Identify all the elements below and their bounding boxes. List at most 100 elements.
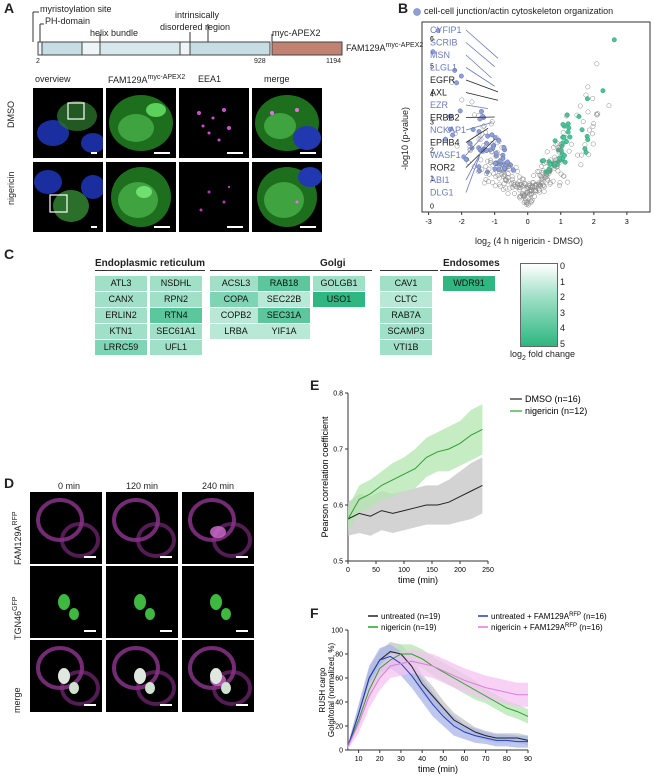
volcano-point xyxy=(583,149,589,155)
legend-label-1: nigericin (n=19) xyxy=(381,623,437,632)
volcano-point xyxy=(547,168,553,174)
volcano-point xyxy=(435,27,441,33)
y-tick-label: 6 xyxy=(430,36,434,43)
idr-block xyxy=(189,41,271,56)
series-band-0 xyxy=(348,457,483,536)
volcano-point xyxy=(495,173,501,179)
y-tick-label: 80 xyxy=(335,652,343,659)
d-col-240: 240 min xyxy=(202,481,235,491)
volcano-point xyxy=(521,200,527,206)
volcano-point xyxy=(528,191,534,197)
col-fam: FAM129Amyc-APEX2 xyxy=(108,74,186,85)
gene-cell-ufl1: UFL1 xyxy=(150,340,202,355)
gene-cell-rpn2: RPN2 xyxy=(150,292,202,307)
micro-a-dmso-eea1 xyxy=(179,88,249,158)
volcano-point xyxy=(541,188,547,194)
micro-d-fam-2 xyxy=(182,492,254,564)
ph-domain-label: PH-domain xyxy=(45,16,91,26)
gene-leader-line xyxy=(465,150,482,193)
volcano-point xyxy=(577,103,583,109)
volcano-point xyxy=(586,127,592,133)
series-line-1 xyxy=(347,653,529,747)
volcano-point xyxy=(443,136,448,142)
volcano-point xyxy=(469,99,475,105)
colorbar-tick: 2 xyxy=(560,292,566,302)
volcano-point xyxy=(485,158,491,164)
volcano-point xyxy=(540,180,546,186)
gene-label-ror2: ROR2 xyxy=(430,163,455,173)
chart-e: 0 50 100 150 200 250 0.5 0.6 0.7 0.8 time (min) Pea… xyxy=(320,391,587,586)
volcano-point xyxy=(528,184,534,190)
header-endosomes: Endosomes xyxy=(443,258,500,269)
gene-label-cyfip1: CYFIP1 xyxy=(430,25,462,35)
volcano-point xyxy=(467,140,473,146)
gene-cell-sec22b: SEC22B xyxy=(258,292,310,307)
x-tick-label: 200 xyxy=(454,567,466,574)
micro-a-nig-eea1 xyxy=(179,162,249,232)
micro-a-nig-merge xyxy=(252,162,322,232)
gene-cell-vti1b: VTI1B xyxy=(380,340,432,355)
volcano-point xyxy=(552,154,558,160)
volcano-point xyxy=(567,134,573,140)
x-tick-label: 40 xyxy=(418,756,426,763)
volcano-point xyxy=(531,173,536,179)
gene-leader-line xyxy=(465,122,492,131)
volcano-point xyxy=(523,196,528,202)
series-band-1 xyxy=(348,404,483,531)
volcano-point xyxy=(454,143,460,149)
gene-cell-uso1: USO1 xyxy=(313,292,365,307)
d-col-0: 0 min xyxy=(58,481,81,491)
volcano-point xyxy=(498,154,504,160)
gene-label-egfr: EGFR xyxy=(430,75,456,85)
volcano-point xyxy=(511,180,517,185)
y-tick-label: 2 xyxy=(430,148,434,155)
protein-name: FAM129Amyc-APEX2 xyxy=(346,42,424,53)
series-band-3 xyxy=(348,649,528,749)
d-col-120: 120 min xyxy=(126,481,159,491)
series-line-1 xyxy=(347,428,483,520)
panel-label-a: A xyxy=(4,0,15,16)
x-tick-label: 0 xyxy=(346,567,350,574)
x-axis-label: time (min) xyxy=(398,575,438,585)
volcano-point xyxy=(492,160,498,166)
volcano-point xyxy=(485,178,491,184)
volcano-point xyxy=(478,136,484,142)
panelb-xlabel: log2 (4 h nigericin - DMSO) xyxy=(475,236,583,249)
y-tick-label: 5 xyxy=(430,64,434,71)
y-tick-label: 0.6 xyxy=(333,503,343,510)
row-dmso: DMSO xyxy=(6,101,16,128)
volcano-point xyxy=(459,97,465,103)
x-tick-label: 60 xyxy=(461,756,469,763)
micro-d-fam-1 xyxy=(106,492,178,564)
micro-d-fam-0 xyxy=(30,492,102,564)
volcano-point xyxy=(527,192,533,197)
volcano-point xyxy=(534,182,540,188)
gene-label-llgl1: LLGL1 xyxy=(430,63,457,73)
ph-domain-block xyxy=(41,41,83,56)
volcano-point xyxy=(594,112,600,118)
volcano-point xyxy=(489,119,495,125)
volcano-point xyxy=(585,137,591,143)
volcano-point xyxy=(583,92,589,98)
micro-a-dmso-merge xyxy=(252,88,322,158)
volcano-point xyxy=(493,150,499,156)
volcano-point xyxy=(509,174,515,180)
volcano-point xyxy=(529,180,535,186)
x-tick-label: 3 xyxy=(625,219,629,226)
volcano-point xyxy=(611,37,617,43)
col-overview: overview xyxy=(35,74,71,84)
volcano-point xyxy=(477,116,483,122)
x-tick-label: 100 xyxy=(398,567,410,574)
y-tick-label: 3 xyxy=(430,120,434,127)
gene-cell-wdr91: WDR91 xyxy=(443,276,495,291)
gene-label-msn: MSN xyxy=(430,50,450,60)
gene-cell-rab18: RAB18 xyxy=(258,276,310,291)
gene-leader-line xyxy=(465,29,499,59)
volcano-point xyxy=(507,185,513,191)
panelb-ylabel: -log10 (p-value) xyxy=(400,106,410,170)
volcano-point xyxy=(580,119,586,125)
d-row-tgn: TGN46GFP xyxy=(12,596,23,640)
volcano-point xyxy=(492,135,498,141)
x-tick-label: 10 xyxy=(355,756,363,763)
legend-label-3: nigericin + FAM129ARFP (n=16) xyxy=(491,623,603,632)
